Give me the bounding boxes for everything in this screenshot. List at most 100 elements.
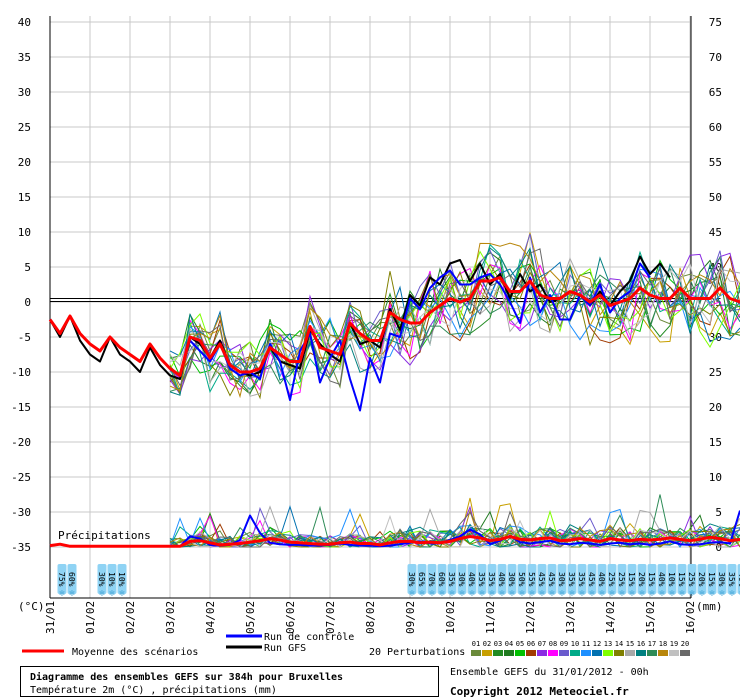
snowflake-icon: ❄ [409,589,415,599]
left-tick-label: -5 [18,331,31,344]
precip-badge-bg [587,564,597,594]
precip-title: Précipitations [58,529,151,542]
precip-probability: 20% [697,572,706,587]
perturbation-swatch [614,650,624,656]
perturbation-number: 08 [549,640,557,648]
precip-probability: 60% [437,572,446,587]
perturbation-number: 14 [615,640,623,648]
left-tick-label: 5 [24,261,31,274]
legend-control-label: Run de contrôle [264,631,354,643]
perturbation-number: 09 [560,640,568,648]
precip-badge-bg [427,564,437,594]
precip-probability: 25% [687,572,696,587]
precip-probability: 50% [517,572,526,587]
perturbation-14-temperature [169,263,740,400]
precip-probability: 30% [507,572,516,587]
right-tick-label: 55 [709,156,722,169]
precip-badge-bg [57,564,67,594]
snowflake-icon: ❄ [509,589,515,599]
left-tick-label: -20 [11,436,31,449]
x-axis-labels: 31/01 01/02 02/02 03/02 04/02 05/02 06/02 07/02… [44,601,697,634]
precip-badge-bg [117,564,127,594]
precip-badge-bg [437,564,447,594]
precip-probability: 30% [557,572,566,587]
precip-probability: 20% [637,572,646,587]
perturbation-swatch [504,650,514,656]
footer-title: Diagramme des ensembles GEFS sur 384h po… [30,671,343,683]
precip-probability: 35% [577,572,586,587]
footer-box [20,666,439,697]
perturbation-swatch [559,650,569,656]
left-axis-unit: (°C) [18,600,45,613]
legend-gfs-label: Run GFS [264,643,306,654]
snowflake-icon: ❄ [429,589,435,599]
precip-probability: 25% [617,572,626,587]
right-tick-label: 25 [709,366,722,379]
perturbation-swatch [581,650,591,656]
precip-badge-bg [407,564,417,594]
mean-precip-line [49,535,740,548]
perturbation-19-temperature [169,261,740,376]
perturbation-number: 04 [505,640,513,648]
snowflake-icon: ❄ [539,589,545,599]
right-tick-label: 0 [715,541,722,554]
precip-probability: 10% [117,572,126,587]
perturbation-number: 11 [582,640,590,648]
precip-probability: 25% [607,572,616,587]
precip-badge-bg [507,564,517,594]
x-tick-label: 02/02 [124,601,137,634]
main-series-lines [48,255,740,548]
left-tick-label: -25 [11,471,31,484]
snowflake-icon: ❄ [679,589,685,599]
copyright: Copyright 2012 Meteociel.fr [450,685,629,698]
perturbation-swatch [515,650,525,656]
legend-gfs: Run GFS [226,643,306,654]
snowflake-icon: ❄ [699,589,705,599]
x-tick-label: 09/02 [404,601,417,634]
perturbation-swatch [658,650,668,656]
perturbation-20-precip [170,510,740,548]
left-tick-label: -30 [11,506,31,519]
snowflake-icon: ❄ [659,589,665,599]
precip-badge-bg [717,564,727,594]
precip-probability: 30% [717,572,726,587]
right-tick-label: 5 [715,506,722,519]
perturbation-swatch [471,650,481,656]
perturbation-number: 15 [626,640,634,648]
mean-temperature-line [48,276,740,377]
left-tick-label: 20 [18,156,31,169]
snowflake-icon: ❄ [549,589,555,599]
precip-badge-bg [597,564,607,594]
precip-badge-bg [727,564,737,594]
snowflake-icon: ❄ [619,589,625,599]
snowflake-icon: ❄ [599,589,605,599]
left-tick-label: 35 [18,51,31,64]
precip-badge-bg [527,564,537,594]
perturbation-number: 13 [604,640,612,648]
x-tick-label: 11/02 [484,601,497,634]
left-tick-label: 0 [24,296,31,309]
x-tick-label: 10/02 [444,601,457,634]
perturbation-17-temperature [169,256,740,392]
footer-title-box: Diagramme des ensembles GEFS sur 384h po… [20,666,439,697]
precip-probability: 35% [477,572,486,587]
x-tick-label: 31/01 [44,601,57,634]
perturbation-number: 07 [538,640,546,648]
perturbation-swatch [636,650,646,656]
legend-mean-label: Moyenne des scénarios [72,646,198,658]
right-axis-unit: (mm) [696,600,723,613]
snowflake-icon: ❄ [459,589,465,599]
snowflake-icon: ❄ [669,589,675,599]
perturbation-swatch [603,650,613,656]
legend-control: Run de contrôle [226,631,354,643]
left-tick-label: 30 [18,86,31,99]
x-tick-label: 06/02 [284,601,297,634]
precip-probability-badges: 75%❄60%❄30%❄10%❄10%❄30%❄65%❄70%❄60%❄35%❄… [57,564,740,599]
precip-probability: 15% [627,572,636,587]
left-tick-label: -10 [11,366,31,379]
snowflake-icon: ❄ [529,589,535,599]
perturbation-swatch [493,650,503,656]
right-tick-label: 50 [709,191,722,204]
snowflake-icon: ❄ [609,589,615,599]
precip-probability: 35% [727,572,736,587]
